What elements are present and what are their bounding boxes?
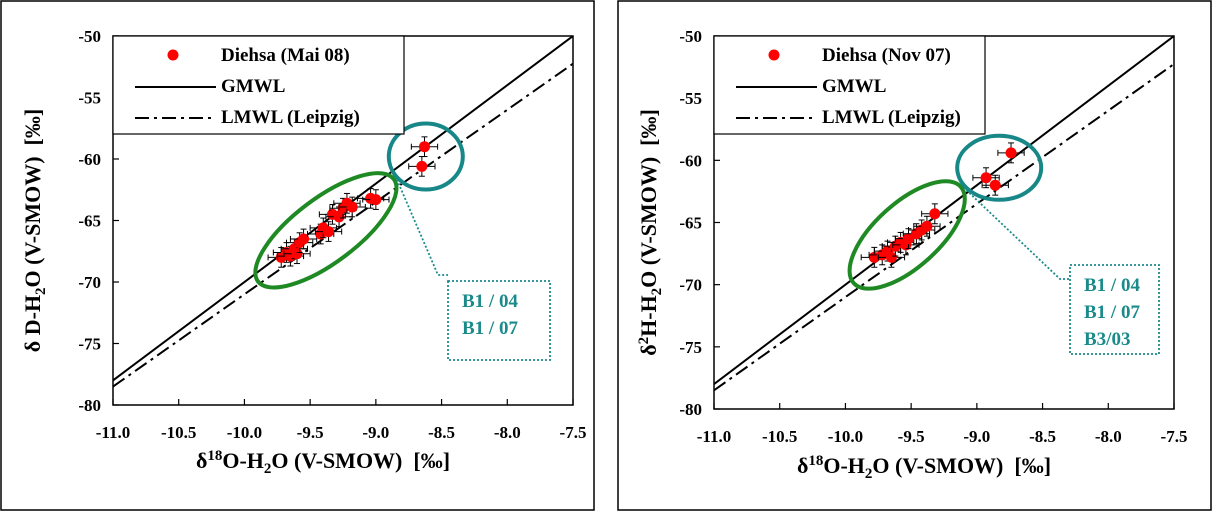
x-tick-label: -7.5 [1161, 427, 1188, 446]
x-tick-label: -8.5 [1029, 427, 1056, 446]
x-tick-label: -8.0 [1095, 427, 1122, 446]
chart-panel-right: -11.0 -10.5 -10.0 -9.5 -9.0 -8.5 -8.0 -7.5 -80 -7… [617, 0, 1212, 511]
data-marker [929, 208, 941, 220]
y-tick-label: -55 [679, 89, 702, 108]
figure-frame [617, 0, 1212, 511]
data-point [972, 167, 1000, 189]
annotation-box [447, 280, 551, 361]
x-tick-label: -10.5 [161, 423, 196, 442]
data-point [921, 203, 949, 225]
x-tick-label: -9.5 [297, 423, 324, 442]
x-axis-label: δ18O-H2O (V-SMOW) [‰] [797, 453, 1051, 482]
isotope-chart-right: -11.0 -10.5 -10.0 -9.5 -9.0 -8.5 -8.0 -7.5 -80 -7… [617, 0, 1212, 511]
legend-box [713, 35, 986, 135]
data-marker [323, 226, 335, 238]
data-marker [903, 233, 915, 245]
data-points [267, 136, 439, 268]
data-point [289, 228, 318, 250]
lmwl-line [714, 63, 1174, 392]
data-marker [370, 194, 382, 206]
x-tick-label: -10.5 [762, 427, 797, 446]
y-tick-label: -65 [679, 214, 702, 233]
x-tick-label: -11.0 [96, 423, 130, 442]
legend-label: GMWL [221, 76, 285, 97]
data-point [981, 174, 1009, 196]
data-point [408, 156, 436, 177]
data-marker [416, 160, 428, 172]
annotation-label: B1 / 07 [1084, 302, 1140, 323]
y-axis-label: δ2H-H2O (V-SMOW) [‰] [636, 109, 665, 356]
y-tick-label: -55 [78, 89, 101, 108]
data-marker [418, 141, 430, 153]
highlight-ellipse [955, 133, 1044, 202]
data-marker [291, 248, 303, 260]
gmwl-line [714, 36, 1174, 385]
highlight-ellipse [386, 121, 465, 192]
x-tick-label: -9.0 [362, 423, 389, 442]
legend-marker [768, 49, 780, 61]
data-marker [980, 172, 992, 184]
data-marker [1005, 147, 1017, 159]
annotation-label: B1 / 04 [1084, 275, 1140, 296]
x-tick-label: -7.5 [560, 423, 587, 442]
data-point [338, 196, 366, 218]
annotation-leader [396, 179, 448, 276]
legend-marker [167, 49, 179, 61]
annotation-box [1069, 264, 1160, 355]
x-tick-label: -8.0 [494, 423, 521, 442]
legend-label: Diehsa (Nov 07) [822, 45, 951, 66]
y-tick-label: -75 [679, 338, 702, 357]
x-tick-label: -10.0 [227, 423, 262, 442]
data-points [860, 142, 1025, 268]
isotope-chart-left: -11.0 -10.5 -10.0 -9.5 -9.0 -8.5 -8.0 -7.5 -80 -7… [0, 0, 595, 511]
y-tick-label: -50 [78, 27, 101, 46]
legend: Diehsa (Mai 08) GMWL LMWL (Leipzig) [112, 35, 405, 135]
annotation-label: B3/03 [1084, 329, 1130, 350]
annotation-leader [965, 189, 1070, 280]
legend-label: LMWL (Leipzig) [221, 107, 360, 128]
y-tick-label: -70 [78, 273, 101, 292]
y-tick-label: -60 [679, 151, 702, 170]
legend-label: Diehsa (Mai 08) [221, 45, 350, 66]
data-marker [298, 233, 310, 245]
x-axis-label: δ18O-H2O (V-SMOW) [‰] [196, 448, 450, 477]
cluster-ellipse [847, 179, 967, 291]
y-tick-label: -80 [78, 396, 101, 415]
x-tick-label: -10.0 [828, 427, 863, 446]
data-point [913, 215, 941, 237]
legend-label: LMWL (Leipzig) [822, 107, 961, 128]
lmwl-line [113, 62, 573, 388]
legend: Diehsa (Nov 07) GMWL LMWL (Leipzig) [713, 35, 986, 135]
y-axis-label: δ D-H2O (V-SMOW) [‰] [20, 109, 49, 352]
chart-panel-left: -11.0 -10.5 -10.0 -9.5 -9.0 -8.5 -8.0 -7.5 -80 -7… [0, 0, 595, 511]
figure-frame [0, 0, 595, 511]
x-tick-label: -9.5 [898, 427, 925, 446]
data-marker [333, 211, 345, 223]
y-tick-label: -80 [679, 400, 702, 419]
x-tick-label: -8.5 [428, 423, 455, 442]
data-point [314, 221, 343, 242]
legend-label: GMWL [822, 76, 886, 97]
y-tick-label: -50 [679, 27, 702, 46]
cluster-ellipse [253, 171, 399, 290]
legend-box [112, 35, 405, 135]
x-tick-label: -9.0 [963, 427, 990, 446]
annotation-label: B1 / 04 [462, 291, 518, 312]
data-point [997, 142, 1025, 164]
y-tick-label: -75 [78, 335, 101, 354]
data-marker [346, 201, 358, 213]
y-tick-label: -70 [679, 276, 702, 295]
x-tick-label: -11.0 [697, 427, 731, 446]
data-marker [989, 179, 1001, 191]
y-tick-label: -65 [78, 212, 101, 231]
water-lines [714, 36, 1174, 392]
data-point [877, 246, 906, 268]
data-marker [885, 251, 897, 263]
data-point [362, 189, 390, 210]
annotation-label: B1 / 07 [462, 318, 518, 339]
y-tick-label: -60 [78, 150, 101, 169]
data-marker [921, 220, 933, 232]
